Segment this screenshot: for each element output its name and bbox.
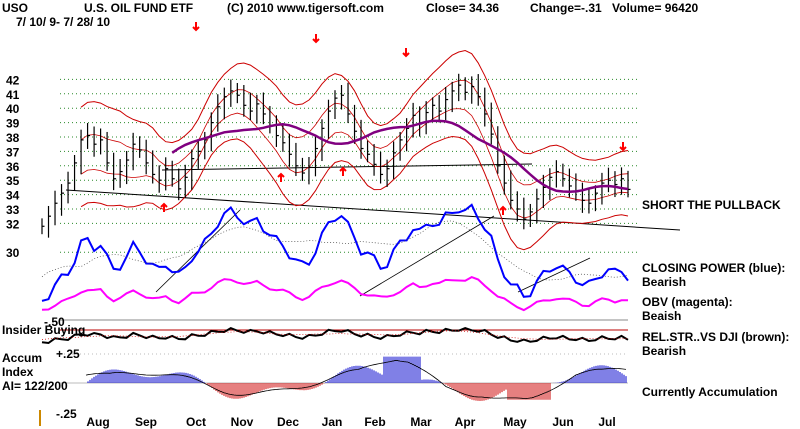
y-tick-label: 42 xyxy=(6,73,20,87)
symbol: USO xyxy=(2,1,28,15)
x-tick-label: Sep xyxy=(135,415,157,429)
insider-value: -.50 xyxy=(44,315,65,329)
closing-power-label: CLOSING POWER (blue): xyxy=(642,261,785,275)
insider-buying-label: Insider Buying xyxy=(2,323,85,337)
x-tick-label: Nov xyxy=(231,415,254,429)
short-pullback-label: SHORT THE PULLBACK xyxy=(642,198,781,212)
y-tick-label: 40 xyxy=(6,102,20,116)
accum-label-3: AI= 122/200 xyxy=(2,379,68,393)
y-tick-label: 41 xyxy=(6,88,20,102)
rel-str-label: REL.STR..VS DJI (brown): xyxy=(642,330,789,344)
volume-value: Volume= 96420 xyxy=(612,1,698,15)
arrow-up-icon xyxy=(160,202,168,212)
obv-line xyxy=(41,276,628,312)
relative-strength-ma-line xyxy=(41,330,629,340)
support-trendline-upper xyxy=(161,163,533,171)
arrow-up-icon xyxy=(499,205,507,215)
arrow-down-icon xyxy=(312,34,320,44)
arrow-down-icon xyxy=(619,142,627,152)
closing-power-status: Bearish xyxy=(642,275,686,289)
close-value: Close= 34.36 xyxy=(426,1,499,15)
copyright: (C) 2010 www.tigersoft.com xyxy=(227,1,384,15)
accum-bottom-value: -.25 xyxy=(56,407,77,421)
obv-status: Beaish xyxy=(642,309,681,323)
x-tick-label: Jul xyxy=(598,415,615,429)
y-tick-label: 30 xyxy=(6,246,20,260)
accum-top-value: +.25 xyxy=(56,347,80,361)
y-tick-label: 36 xyxy=(6,160,20,174)
relative-strength-line xyxy=(41,326,629,345)
x-tick-label: Apr xyxy=(455,415,476,429)
y-tick-label: 35 xyxy=(6,174,20,188)
cp-trendline-3 xyxy=(517,257,591,293)
closing-power-line xyxy=(41,203,629,302)
cp-trendline-2 xyxy=(359,215,495,297)
upper-band-line xyxy=(80,49,629,161)
x-tick-label: Dec xyxy=(277,415,299,429)
accum-label-2: Index xyxy=(2,365,34,379)
y-tick-label: 34 xyxy=(6,189,20,203)
x-axis-labels: Aug Sep Oct Nov Dec Jan Feb Mar Apr May Jun Jul xyxy=(86,415,615,429)
arrow-down-icon xyxy=(192,22,200,32)
x-tick-label: Jan xyxy=(322,415,343,429)
date-range: 7/ 10/ 9- 7/ 28/ 10 xyxy=(16,15,110,29)
y-tick-label: 39 xyxy=(6,117,20,131)
y-tick-label: 32 xyxy=(6,217,20,231)
x-tick-label: Mar xyxy=(410,415,432,429)
arrow-down-icon xyxy=(402,48,410,58)
x-tick-label: Jun xyxy=(552,415,573,429)
arrow-up-icon xyxy=(339,166,347,176)
arrow-up-icon xyxy=(277,172,285,182)
rel-str-status: Bearish xyxy=(642,344,686,358)
x-tick-label: Oct xyxy=(186,415,206,429)
accum-label-1: Accum xyxy=(2,351,42,365)
obv-label: OBV (magenta): xyxy=(642,295,733,309)
y-tick-label: 37 xyxy=(6,145,20,159)
change-value: Change=-.31 xyxy=(530,1,602,15)
x-tick-label: Aug xyxy=(86,415,109,429)
currently-accumulation-label: Currently Accumulation xyxy=(642,385,778,399)
lower-band-line xyxy=(80,135,629,251)
moving-average-line xyxy=(171,119,629,194)
signal-arrows xyxy=(160,22,627,215)
price-gridlines xyxy=(60,78,640,253)
y-tick-label: 38 xyxy=(6,131,20,145)
x-tick-label: May xyxy=(503,415,527,429)
accumulation-ma-line xyxy=(85,359,627,400)
x-tick-label: Feb xyxy=(364,415,385,429)
fund-name: U.S. OIL FUND ETF xyxy=(84,1,193,15)
y-tick-label: 33 xyxy=(6,203,20,217)
